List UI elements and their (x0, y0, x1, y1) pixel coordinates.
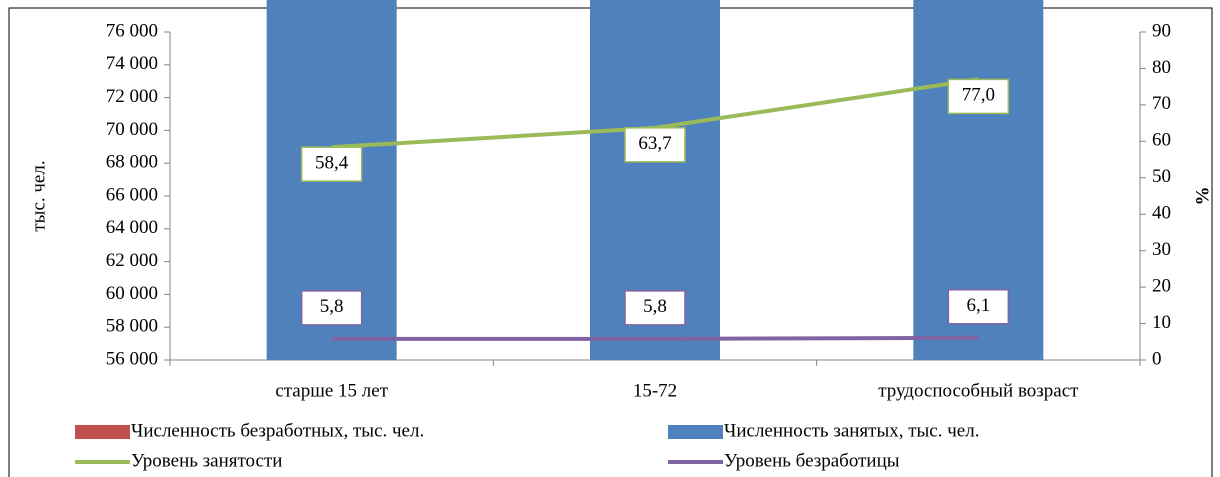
y-tick-label: 62 000 (106, 250, 158, 271)
y2-tick-label: 90 (1152, 20, 1171, 41)
legend-label: Уровень занятости (131, 450, 282, 471)
line-label-box (300, 290, 363, 326)
line-value-label: 6,1 (966, 295, 990, 316)
y2-tick-label: 0 (1152, 348, 1162, 369)
y2-tick-label: 40 (1152, 203, 1171, 224)
y2-tick-label: 70 (1152, 93, 1171, 114)
y-tick-label: 60 000 (106, 283, 158, 304)
line-label-box (624, 290, 686, 326)
y-tick-label: 70 000 (106, 119, 158, 140)
line-value-label: 58,4 (315, 153, 349, 174)
line-label-box (947, 78, 1010, 115)
y2-tick-label: 20 (1152, 275, 1171, 296)
y2-tick-label: 30 (1152, 239, 1171, 260)
line (331, 335, 979, 341)
line-label-box (624, 127, 686, 163)
y2-tick-label: 50 (1152, 166, 1171, 187)
y2-tick-label: 60 (1152, 130, 1171, 151)
y-tick-label: 74 000 (106, 53, 158, 74)
x-tick-label: 15-72 (633, 380, 677, 401)
line-value-label: 5,8 (643, 296, 667, 317)
legend-label: Численность занятых, тыс. чел. (724, 420, 979, 441)
legend-label: Численность безработных, тыс. чел. (131, 420, 424, 441)
legend-swatch (668, 425, 723, 439)
y2-axis-title: % (1192, 187, 1213, 206)
line-value-label: 5,8 (320, 296, 344, 317)
y-tick-label: 72 000 (106, 86, 158, 107)
line-value-label: 63,7 (638, 133, 671, 154)
y-tick-label: 64 000 (106, 217, 158, 238)
x-tick-label: трудоспособный возраст (878, 380, 1079, 401)
line-value-label: 77,0 (962, 85, 995, 106)
legend-swatch (75, 425, 130, 439)
y2-tick-label: 10 (1152, 312, 1171, 333)
y-tick-label: 76 000 (106, 20, 158, 41)
line-label-box (947, 289, 1010, 325)
legend-label: Уровень безработицы (724, 450, 900, 471)
y-tick-label: 56 000 (106, 348, 158, 369)
y-axis-title: тыс. чел. (28, 160, 49, 231)
x-tick-label: старше 15 лет (275, 380, 388, 401)
y-tick-label: 66 000 (106, 184, 158, 205)
y-tick-label: 68 000 (106, 152, 158, 173)
line-label-box (300, 146, 363, 182)
y2-tick-label: 80 (1152, 57, 1171, 78)
y-tick-label: 58 000 (106, 316, 158, 337)
